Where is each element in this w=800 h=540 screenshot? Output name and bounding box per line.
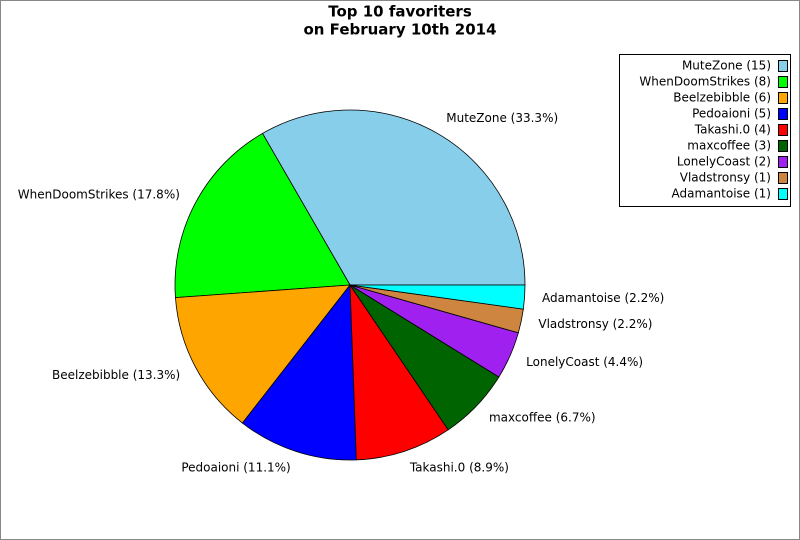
slice-label: WhenDoomStrikes (17.8%) [18,187,180,201]
slice-label: Adamantoise (2.2%) [542,291,664,305]
legend-swatch [778,140,788,152]
pie-slice [175,284,351,424]
pie-slice [241,283,357,461]
chart-title: Top 10 favoriters [328,3,472,21]
legend-label: Adamantoise (1) [672,187,771,201]
legend-label: MuteZone (15) [682,59,771,73]
legend-swatch [778,108,788,120]
legend-swatch [778,76,788,88]
pie-slice [349,284,526,310]
slice-label: Beelzebibble (13.3%) [52,368,180,382]
legend-label: WhenDoomStrikes (8) [639,75,771,89]
slice-label: Pedoaioni (11.1%) [181,461,290,475]
legend-label: maxcoffee (3) [687,139,771,153]
legend-swatch [778,124,788,136]
slice-label: LonelyCoast (4.4%) [526,355,643,369]
chart-subtitle: on February 10th 2014 [303,21,496,39]
legend-box [619,54,791,207]
legend-label: LonelyCoast (2) [677,155,771,169]
legend-swatch [778,156,788,168]
legend-swatch [778,188,788,200]
legend-label: Takashi.0 (4) [694,123,771,137]
pie-slice [349,283,449,461]
slice-label: Vladstronsy (2.2%) [538,317,652,331]
slice-label: maxcoffee (6.7%) [489,411,596,425]
legend-label: Pedoaioni (5) [692,107,771,121]
legend-swatch [778,60,788,72]
legend-swatch [778,172,788,184]
legend-swatch [778,92,788,104]
slice-label: Takashi.0 (8.9%) [409,460,509,474]
legend-label: Beelzebibble (6) [673,91,771,105]
pie-slice [261,109,526,286]
legend-label: Vladstronsy (1) [680,171,771,185]
slice-label: MuteZone (33.3%) [446,111,558,125]
pie-slice [174,132,351,299]
